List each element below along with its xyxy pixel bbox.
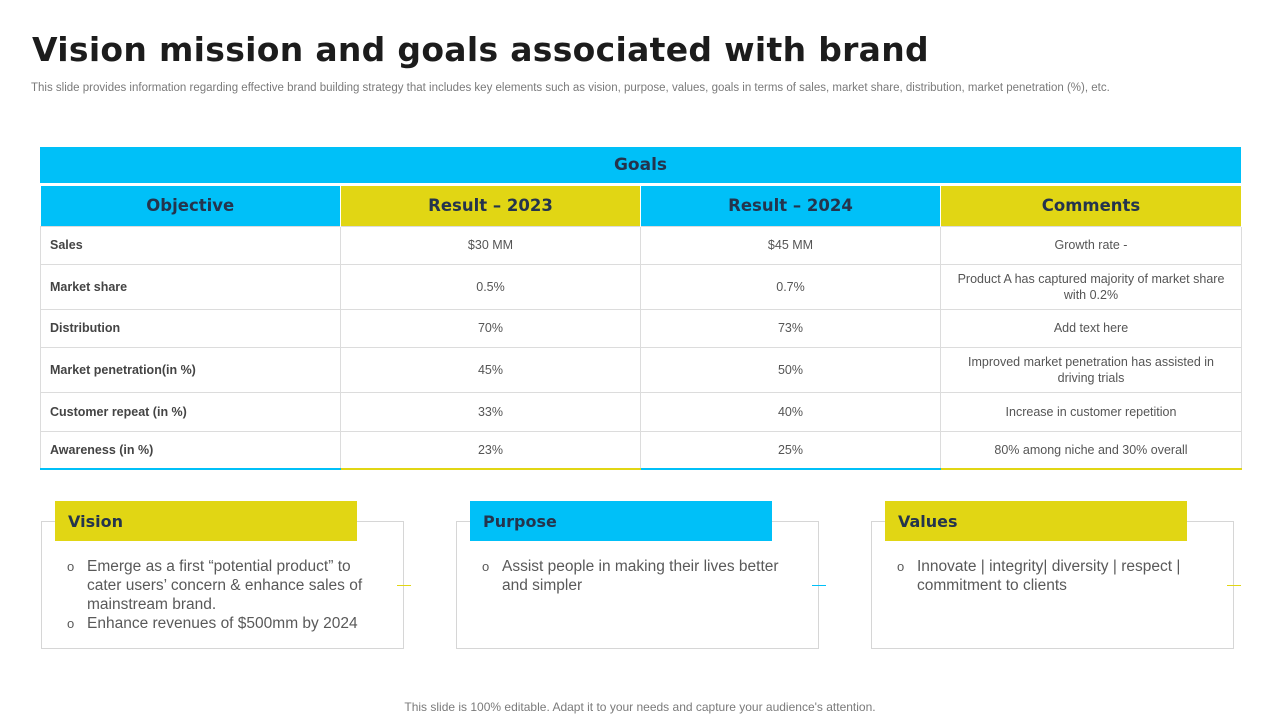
card-accent-tick xyxy=(812,585,826,586)
circle-bullet-icon: o xyxy=(67,616,75,631)
table-row: Market share 0.5% 0.7% Product A has cap… xyxy=(40,263,1242,310)
table-row: Customer repeat (in %) 33% 40% Increase … xyxy=(40,391,1242,432)
vision-list: o Emerge as a first “potential product” t… xyxy=(67,557,377,633)
list-item-text: Emerge as a first “potential product” to… xyxy=(87,558,363,613)
objective-cell: Customer repeat (in %) xyxy=(40,391,341,432)
purpose-card-title: Purpose xyxy=(470,501,772,541)
purpose-list: o Assist people in making their lives bet… xyxy=(482,557,792,595)
comment-cell: Growth rate - xyxy=(940,225,1242,265)
values-card: Values o Innovate | integrity| diversity … xyxy=(871,501,1241,649)
table-row: Market penetration(in %) 45% 50% Improve… xyxy=(40,346,1242,393)
comment-cell: Product A has captured majority of marke… xyxy=(940,263,1242,310)
vision-card-title: Vision xyxy=(55,501,357,541)
comment-cell: 80% among niche and 30% overall xyxy=(940,430,1242,470)
list-item: o Innovate | integrity| diversity | respe… xyxy=(897,557,1207,595)
result-2024-cell: 73% xyxy=(640,308,941,348)
column-header-result-2023: Result – 2023 xyxy=(340,186,641,226)
comment-cell: Add text here xyxy=(940,308,1242,348)
card-accent-tick xyxy=(397,585,411,586)
goals-grid: Objective Result – 2023 Result – 2024 Co… xyxy=(40,186,1242,470)
circle-bullet-icon: o xyxy=(897,559,905,574)
column-header-comments: Comments xyxy=(940,186,1242,226)
list-item-text: Assist people in making their lives bett… xyxy=(502,558,779,594)
comment-cell: Improved market penetration has assisted… xyxy=(940,346,1242,393)
objective-cell: Market penetration(in %) xyxy=(40,346,341,393)
result-2024-cell: 50% xyxy=(640,346,941,393)
result-2024-cell: 40% xyxy=(640,391,941,432)
values-card-title: Values xyxy=(885,501,1187,541)
values-list: o Innovate | integrity| diversity | respe… xyxy=(897,557,1207,595)
card-accent-tick xyxy=(1227,585,1241,586)
page-subtitle: This slide provides information regardin… xyxy=(31,82,1110,94)
table-header-row: Objective Result – 2023 Result – 2024 Co… xyxy=(40,186,1242,226)
result-2024-cell: 0.7% xyxy=(640,263,941,310)
objective-cell: Market share xyxy=(40,263,341,310)
list-item: o Enhance revenues of $500mm by 2024 xyxy=(67,614,377,633)
circle-bullet-icon: o xyxy=(482,559,490,574)
objective-cell: Distribution xyxy=(40,308,341,348)
comment-cell: Increase in customer repetition xyxy=(940,391,1242,432)
vision-card: Vision o Emerge as a first “potential pro… xyxy=(41,501,411,649)
result-2023-cell: 23% xyxy=(340,430,641,470)
list-item: o Assist people in making their lives bet… xyxy=(482,557,792,595)
goals-table: Goals Objective Result – 2023 Result – 2… xyxy=(40,147,1242,470)
goals-table-title: Goals xyxy=(40,147,1241,186)
table-row: Sales $30 MM $45 MM Growth rate - xyxy=(40,225,1242,265)
table-row: Awareness (in %) 23% 25% 80% among niche… xyxy=(40,430,1242,470)
footer-note: This slide is 100% editable. Adapt it to… xyxy=(404,700,876,714)
column-header-result-2024: Result – 2024 xyxy=(640,186,941,226)
table-row: Distribution 70% 73% Add text here xyxy=(40,308,1242,348)
result-2023-cell: 33% xyxy=(340,391,641,432)
page-title: Vision mission and goals associated with… xyxy=(32,30,929,69)
list-item: o Emerge as a first “potential product” t… xyxy=(67,557,377,614)
objective-cell: Sales xyxy=(40,225,341,265)
purpose-card: Purpose o Assist people in making their l… xyxy=(456,501,826,649)
result-2023-cell: $30 MM xyxy=(340,225,641,265)
objective-cell: Awareness (in %) xyxy=(40,430,341,470)
result-2023-cell: 45% xyxy=(340,346,641,393)
result-2023-cell: 0.5% xyxy=(340,263,641,310)
list-item-text: Innovate | integrity| diversity | respec… xyxy=(917,558,1181,594)
result-2024-cell: 25% xyxy=(640,430,941,470)
list-item-text: Enhance revenues of $500mm by 2024 xyxy=(87,615,358,632)
result-2024-cell: $45 MM xyxy=(640,225,941,265)
circle-bullet-icon: o xyxy=(67,559,75,574)
result-2023-cell: 70% xyxy=(340,308,641,348)
column-header-objective: Objective xyxy=(40,186,341,226)
